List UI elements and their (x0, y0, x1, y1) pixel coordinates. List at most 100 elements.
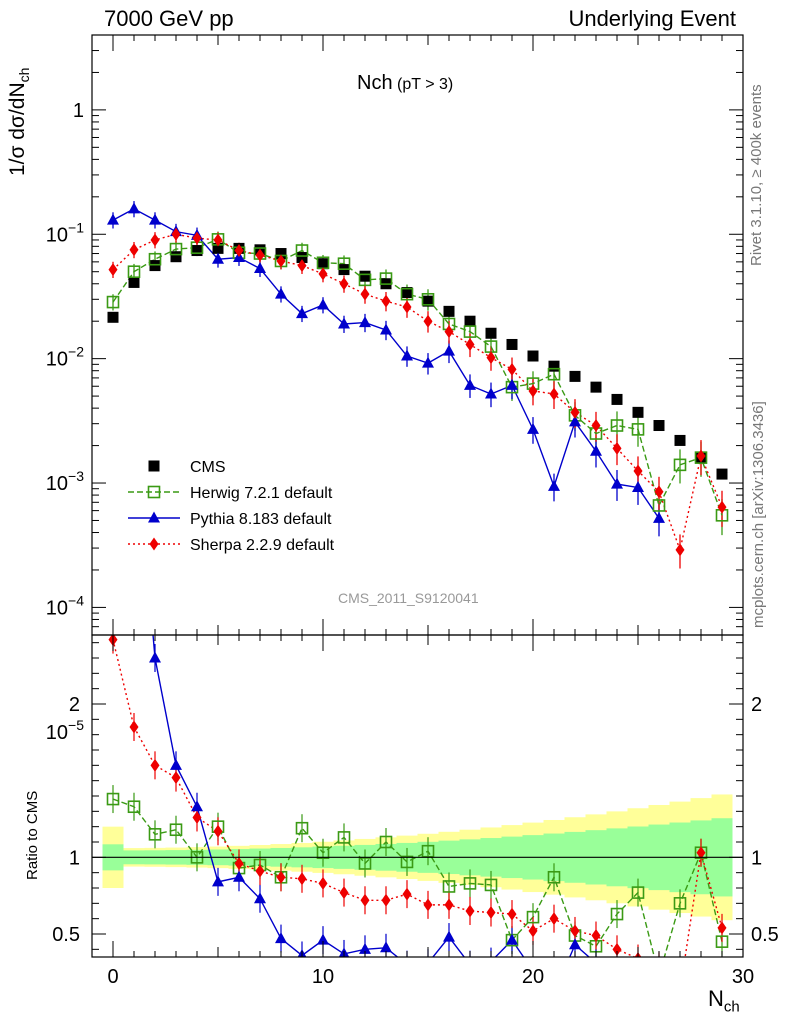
data-point (212, 242, 224, 254)
legend-marker (148, 511, 160, 523)
data-point (128, 202, 140, 214)
ratio-point (676, 984, 685, 997)
data-point (255, 248, 265, 262)
data-point (633, 464, 643, 478)
data-point (653, 420, 665, 432)
ratio-point (295, 821, 309, 835)
ratio-point (611, 972, 623, 983)
data-point (590, 444, 602, 456)
data-point (527, 350, 539, 362)
ratio-point (570, 924, 580, 938)
watermark: CMS_2011_S9120041 (338, 590, 479, 606)
ratio-point (318, 876, 328, 890)
ratio-point (653, 977, 665, 988)
data-point (296, 307, 308, 319)
data-point (569, 370, 581, 382)
data-point (611, 393, 623, 405)
ratio-point (255, 864, 265, 878)
data-point (611, 477, 623, 489)
data-point (358, 273, 372, 287)
data-point (652, 499, 666, 512)
ratio-markers (106, 635, 729, 997)
data-point (149, 213, 161, 225)
data-point (106, 295, 120, 309)
data-point (612, 441, 622, 455)
data-point (444, 325, 454, 339)
x-tick-label: 30 (732, 966, 754, 988)
plot-title-cut: (pT > 3) (397, 76, 454, 93)
legend-label: Pythia 8.183 default (190, 511, 332, 528)
ratio-point (150, 758, 160, 772)
data-point (107, 311, 119, 323)
ratio-point (654, 970, 665, 981)
data-point (149, 260, 161, 272)
data-point (549, 387, 559, 401)
data-point (443, 344, 455, 356)
y-tick-label: 10−2 (46, 344, 84, 371)
data-point (528, 384, 538, 398)
data-point (464, 378, 476, 390)
data-point (610, 419, 624, 432)
ratio-point (547, 870, 561, 884)
ratio-point (443, 930, 455, 942)
x-tick-label: 20 (522, 966, 544, 988)
ratio-point (401, 958, 413, 969)
data-point (506, 338, 518, 350)
legend-label: Sherpa 2.2.9 default (190, 537, 335, 554)
ratio-point (631, 886, 645, 899)
data-point (716, 468, 728, 480)
ratio-point (465, 904, 475, 918)
ratio-point (316, 846, 330, 860)
rivet-label: Rivet 3.1.10, ≥ 400k events (748, 84, 765, 266)
data-point (295, 244, 309, 257)
data-point (379, 272, 393, 285)
data-point (171, 227, 181, 241)
data-point (317, 258, 329, 270)
ratio-point (632, 966, 644, 977)
ratio-y-axis-label: Ratio to CMS (24, 790, 41, 880)
ratio-y-tick-label: 1 (751, 847, 762, 869)
data-point (485, 327, 497, 339)
data-point (421, 293, 435, 306)
ratio-point (106, 792, 120, 806)
data-point (463, 325, 477, 338)
x-tick-label: 10 (312, 966, 334, 988)
main-y-axis-label: 1/σ dσ/dNch (6, 67, 33, 176)
ratio-point (359, 942, 371, 954)
ratio-point (717, 921, 727, 935)
data-point (169, 242, 183, 256)
ratio-point (423, 898, 433, 912)
data-point (213, 233, 223, 247)
ratio-point (234, 856, 244, 870)
ratio-point (610, 907, 624, 921)
data-point (402, 300, 412, 314)
data-point (129, 243, 139, 257)
ratio-point (212, 875, 224, 887)
y-tick-label: 1 (73, 100, 84, 122)
data-point (318, 267, 328, 281)
ratio-point (337, 831, 351, 844)
ratio-y-tick-label: 2 (751, 694, 762, 716)
ratio-point (169, 823, 183, 837)
data-point (632, 406, 644, 418)
ratio-point (129, 720, 139, 734)
ratio-point (421, 844, 435, 858)
ratio-point (275, 932, 287, 944)
ratio-point (358, 857, 372, 870)
ratio-point (549, 912, 559, 926)
data-point (674, 434, 686, 446)
ratio-point (444, 898, 454, 912)
data-point (654, 485, 664, 499)
data-point (486, 351, 496, 365)
data-point (673, 458, 687, 472)
ratio-point (402, 887, 412, 901)
data-point (359, 270, 371, 282)
ratio-point (427, 956, 429, 957)
data-point (569, 415, 581, 427)
y-tick-label: 10−5 (46, 717, 84, 744)
data-point (675, 543, 685, 557)
data-point (547, 367, 561, 381)
data-markers (106, 202, 729, 997)
data-point (380, 323, 392, 335)
data-point (464, 315, 476, 327)
